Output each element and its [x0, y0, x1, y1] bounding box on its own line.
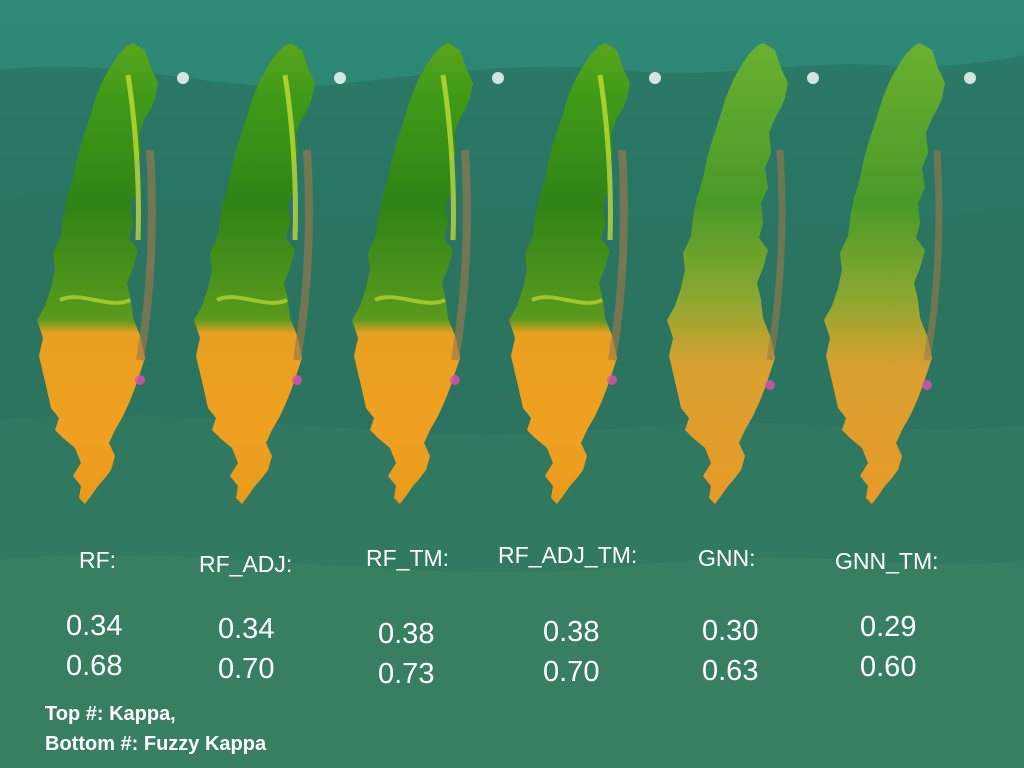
model-label-gnn: GNN:: [698, 545, 756, 571]
model-label-rf-adj-tm: RF_ADJ_TM:: [498, 542, 638, 568]
model-label-rf-adj: RF_ADJ:: [199, 551, 293, 577]
kappa-value-rf: 0.34: [66, 610, 123, 642]
fuzzy-kappa-value-rf: 0.68: [66, 650, 123, 682]
map-rf: [37, 43, 189, 504]
fuzzy-kappa-value-gnn-tm: 0.60: [860, 651, 917, 683]
model-label-rf-tm: RF_TM:: [366, 545, 450, 571]
fuzzy-kappa-value-rf-tm: 0.73: [378, 658, 435, 690]
kappa-value-rf-adj: 0.34: [218, 613, 275, 645]
fuzzy-kappa-value-rf-adj-tm: 0.70: [543, 656, 600, 688]
legend-kappa: Top #: Kappa,: [45, 703, 176, 725]
fuzzy-kappa-value-gnn: 0.63: [702, 655, 759, 687]
model-label-gnn-tm: GNN_TM:: [835, 548, 939, 574]
map-gnn: [667, 43, 819, 504]
legend-fuzzy-kappa: Bottom #: Fuzzy Kappa: [45, 733, 267, 755]
map-rf-adj-tm: [509, 43, 661, 504]
map-gnn-tm: [824, 43, 976, 504]
kappa-value-rf-adj-tm: 0.38: [543, 616, 600, 648]
model-label-rf: RF:: [79, 547, 117, 573]
kappa-value-rf-tm: 0.38: [378, 618, 435, 650]
kappa-value-gnn-tm: 0.29: [860, 611, 917, 643]
kappa-value-gnn: 0.30: [702, 615, 759, 647]
map-rf-tm: [352, 43, 504, 504]
fuzzy-kappa-value-rf-adj: 0.70: [218, 653, 275, 685]
map-rf-adj: [194, 43, 346, 504]
